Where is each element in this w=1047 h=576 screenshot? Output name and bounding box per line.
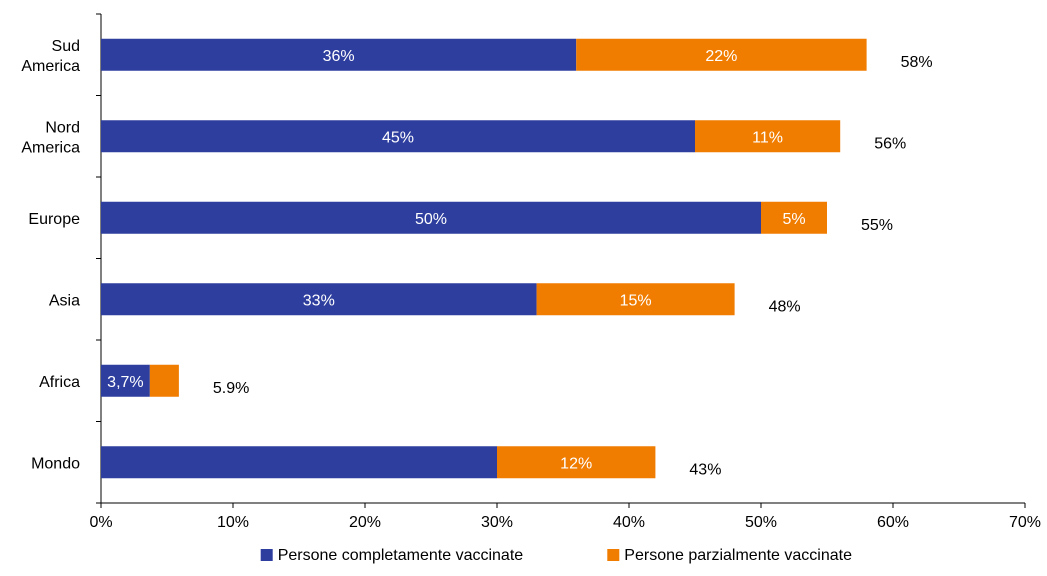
y-category-label: Europe <box>28 211 80 228</box>
y-category-label: America <box>21 139 80 156</box>
segment-value-label: 22% <box>705 48 737 65</box>
segment-value-label: 3,7% <box>107 374 143 391</box>
segment-value-label: 11% <box>752 129 783 146</box>
segment-value-label: 33% <box>303 292 335 309</box>
y-category-label: Nord <box>45 119 80 136</box>
segment-value-label: 15% <box>620 292 652 309</box>
y-category-label: Asia <box>49 292 80 309</box>
total-value-label: 55% <box>861 217 893 234</box>
bar-fully-vaccinated <box>101 38 577 71</box>
bar-fully-vaccinated <box>101 446 497 479</box>
legend-swatch <box>607 549 620 561</box>
bar-partially-vaccinated <box>149 364 179 397</box>
bar-partially-vaccinated <box>536 283 735 316</box>
y-category-label: America <box>21 58 80 75</box>
segment-value-label: 50% <box>415 211 447 228</box>
segment-value-label: 5% <box>782 211 805 228</box>
x-tick-label: 10% <box>217 514 249 531</box>
segment-value-label: 36% <box>323 48 355 65</box>
x-tick-label: 50% <box>745 514 777 531</box>
total-value-label: 56% <box>874 135 906 152</box>
y-category-label: Africa <box>39 374 80 391</box>
total-value-label: 5.9% <box>213 380 249 397</box>
x-tick-label: 70% <box>1009 514 1041 531</box>
legend: Persone completamente vaccinate Persone p… <box>260 547 852 564</box>
legend-label: Persone completamente vaccinate <box>278 547 524 564</box>
bar-fully-vaccinated <box>101 120 695 153</box>
segment-value-label: 12% <box>560 455 592 472</box>
x-tick-label: 40% <box>613 514 645 531</box>
total-value-label: 43% <box>689 461 721 478</box>
y-category-label: Sud <box>52 38 80 55</box>
total-value-label: 48% <box>769 298 801 315</box>
bar-fully-vaccinated <box>101 364 150 397</box>
total-value-label: 58% <box>901 54 933 71</box>
axes: 0% 10% 20% 30% 40% 50% 60% 70% Sud America Nord Ame… <box>21 13 1041 531</box>
data-labels: 36% 22% 58% 45% 11% 56% 50% 5% 55% 33% 15% 48% 3,7% 5… <box>107 48 932 479</box>
bar-partially-vaccinated <box>576 38 867 71</box>
legend-label: Persone parzialmente vaccinate <box>624 547 852 564</box>
y-category-label: Mondo <box>31 455 80 472</box>
bar-partially-vaccinated <box>695 120 841 153</box>
x-tick-label: 60% <box>877 514 909 531</box>
x-tick-label: 20% <box>349 514 381 531</box>
bars <box>101 38 867 479</box>
x-tick-label: 0% <box>89 514 112 531</box>
x-tick-label: 30% <box>481 514 513 531</box>
segment-value-label: 45% <box>382 129 414 146</box>
bar-fully-vaccinated <box>101 283 537 316</box>
legend-swatch <box>260 549 273 561</box>
bar-fully-vaccinated <box>101 201 761 234</box>
bar-partially-vaccinated <box>497 446 656 479</box>
bar-partially-vaccinated <box>761 201 827 234</box>
